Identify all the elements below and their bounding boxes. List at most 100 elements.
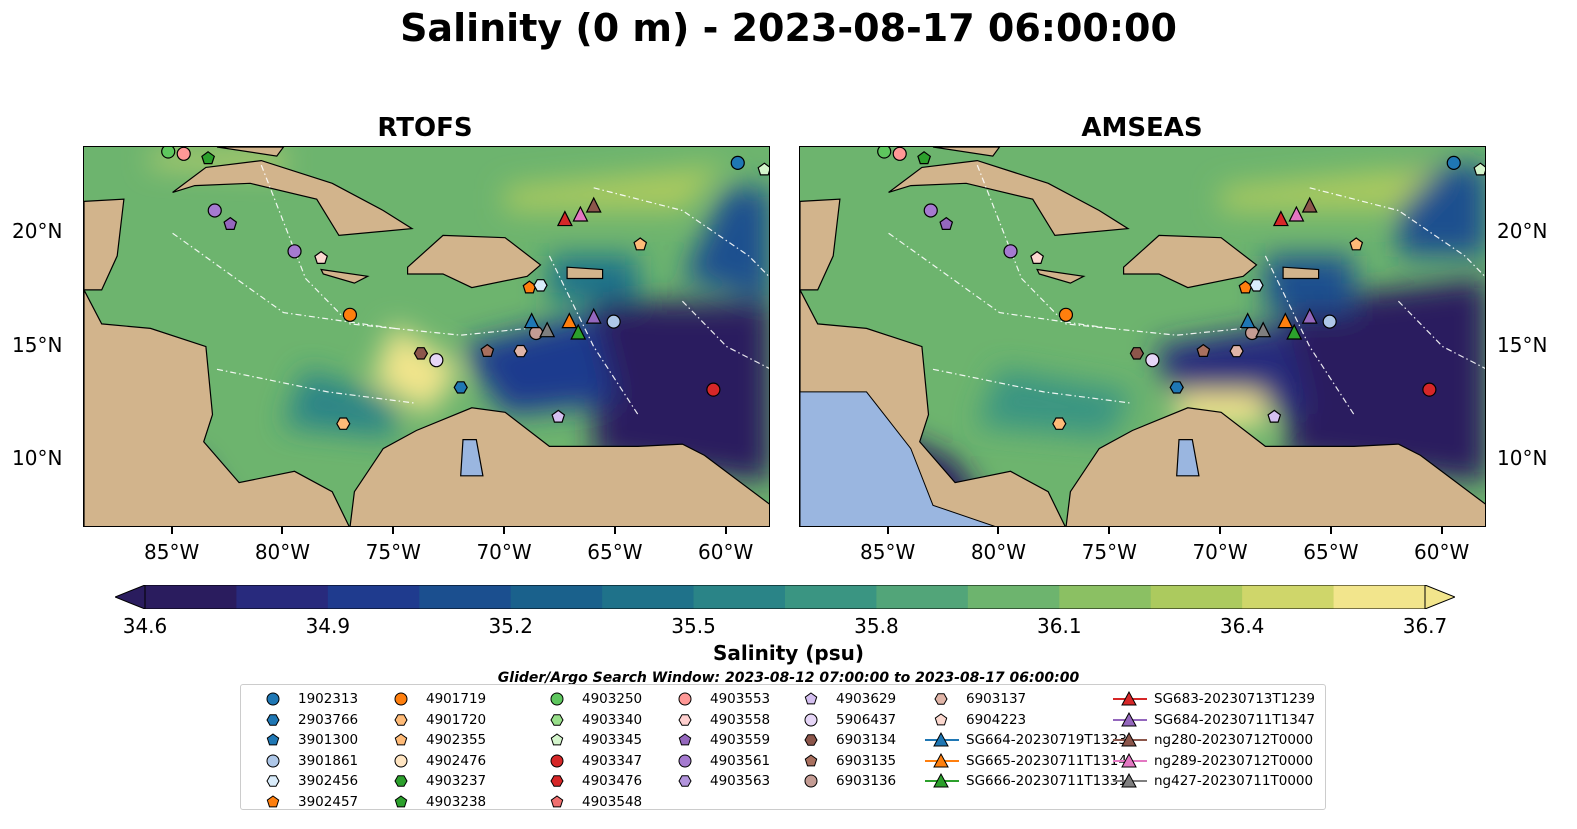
obs-marker-SG666-20230711T1331	[570, 323, 587, 340]
obs-marker-SG683-20230713T1239	[556, 210, 573, 227]
obs-marker-SG684-20230711T1347	[1301, 307, 1318, 324]
lat-tick-label: 10°N	[12, 445, 63, 470]
colorbar-tick-label: 36.4	[1219, 614, 1265, 638]
colorbar-label: Salinity (psu)	[712, 641, 864, 665]
obs-marker-4902355	[633, 237, 648, 251]
legend-marker-icon	[678, 754, 692, 767]
lon-tick-label: 80°W	[254, 540, 311, 564]
legend-item-label: 2903766	[298, 711, 359, 728]
legend-marker-icon	[266, 692, 280, 706]
legend-item-label: 4903629	[836, 691, 897, 707]
colorbar-bin	[1242, 585, 1335, 609]
legend-marker-icon	[394, 754, 408, 767]
legend-item-label: SG684-20230711T1347	[1154, 711, 1315, 728]
obs-marker-4901720	[1052, 417, 1067, 430]
colorbar-bin	[1333, 585, 1426, 609]
legend-item-label: 4903563	[710, 773, 771, 789]
obs-marker-1902313	[730, 155, 745, 170]
legend: 1902313 2903766 3901300 3901861 3902456 39024…	[240, 684, 1326, 810]
salinity-field	[84, 147, 769, 526]
legend-marker-icon	[1113, 690, 1147, 706]
obs-marker-6904223	[1030, 250, 1045, 265]
obs-marker-4901720	[336, 417, 351, 430]
legend-item-label: 6904223	[966, 711, 1027, 728]
legend-item-label: 4903340	[582, 711, 643, 728]
legend-marker-icon	[266, 733, 280, 746]
legend-item-label: SG666-20230711T1331	[966, 773, 1127, 789]
obs-marker-4903561	[923, 203, 938, 218]
obs-marker-6903134	[413, 347, 429, 360]
legend-marker-icon	[804, 774, 818, 788]
legend-marker-icon	[266, 775, 280, 787]
obs-marker-6903137	[1229, 344, 1244, 358]
obs-marker-3902456	[533, 279, 548, 292]
amseas-salinity-map	[799, 146, 1486, 527]
legend-item-label: 3902457	[298, 793, 359, 810]
legend-item-label: 6903135	[836, 752, 897, 769]
lon-tick	[1329, 527, 1332, 534]
panel-title-rtofs: RTOFS	[377, 113, 473, 143]
colorbar-tick-label: 35.8	[854, 614, 899, 638]
legend-item-label: 3902456	[298, 773, 359, 789]
salinity-colorbar	[115, 585, 1455, 609]
colorbar-bin	[510, 585, 603, 609]
legend-item-label: 3901861	[298, 752, 359, 769]
colorbar-bin	[327, 585, 420, 609]
obs-marker-SG684-20230711T1347	[585, 307, 602, 324]
legend-marker-icon	[394, 794, 408, 807]
lon-tick-label: 70°W	[476, 540, 532, 564]
legend-item-label: SG683-20230713T1239	[1154, 691, 1315, 707]
lon-tick	[997, 527, 1000, 534]
legend-marker-icon	[678, 692, 692, 706]
obs-marker-4903561b	[1003, 244, 1018, 259]
legend-marker-icon	[804, 692, 818, 705]
legend-item-label: 4903553	[710, 691, 771, 707]
obs-marker-4901719	[342, 307, 358, 322]
obs-marker-6903135	[1196, 343, 1211, 357]
lat-tick-label: 15°N	[12, 332, 63, 357]
legend-marker-icon	[394, 713, 408, 726]
obs-marker-4903238	[201, 151, 216, 165]
salinity-field	[800, 147, 1485, 526]
obs-marker-4903629	[551, 409, 566, 423]
legend-item-label: 4903238	[426, 793, 487, 810]
legend-item-label: SG665-20230711T1314	[966, 752, 1127, 769]
obs-marker-3901861	[606, 314, 621, 329]
obs-marker-5906437	[1145, 353, 1160, 368]
legend-marker-icon	[266, 794, 280, 807]
obs-marker-3901861	[1322, 314, 1337, 329]
lon-tick	[886, 527, 889, 534]
colorbar-tick-label: 35.5	[671, 614, 716, 638]
obs-marker-SG664-20230719T1323	[1239, 312, 1256, 329]
legend-item-label: 4903559	[710, 732, 771, 748]
legend-item-label: 4903561	[710, 752, 771, 769]
lon-tick	[1108, 527, 1111, 534]
obs-marker-4903559	[223, 216, 238, 231]
legend-item-label: 4903345	[582, 732, 643, 748]
lon-tick-label: 85°W	[144, 540, 200, 564]
legend-item-label: 4903237	[426, 773, 487, 789]
colorbar-bin	[876, 585, 969, 609]
legend-marker-icon	[266, 713, 280, 726]
legend-marker-icon	[925, 752, 959, 767]
legend-marker-icon	[678, 713, 692, 726]
obs-marker-4903238	[917, 151, 932, 165]
colorbar-tick-label: 34.6	[122, 614, 168, 638]
lon-tick-label: 85°W	[860, 540, 916, 564]
legend-marker-icon	[925, 731, 959, 747]
legend-item-label: 5906437	[836, 711, 897, 728]
obs-marker-4903553	[176, 147, 191, 161]
colorbar-bin	[236, 585, 329, 609]
lon-tick-label: 65°W	[1303, 540, 1359, 564]
legend-marker-icon	[934, 712, 948, 725]
obs-marker-6903136	[528, 325, 544, 341]
legend-marker-icon	[1113, 711, 1147, 726]
legend-marker-icon	[550, 733, 564, 746]
colorbar-tick-label: 35.2	[488, 614, 533, 638]
obs-marker-SG665-20230711T1314	[561, 312, 578, 329]
colorbar-bin	[145, 585, 238, 609]
legend-item-label: 3901300	[298, 732, 359, 748]
lon-tick	[1219, 527, 1222, 534]
obs-marker-4903347	[1422, 382, 1437, 397]
obs-marker-3902456	[1249, 279, 1264, 292]
